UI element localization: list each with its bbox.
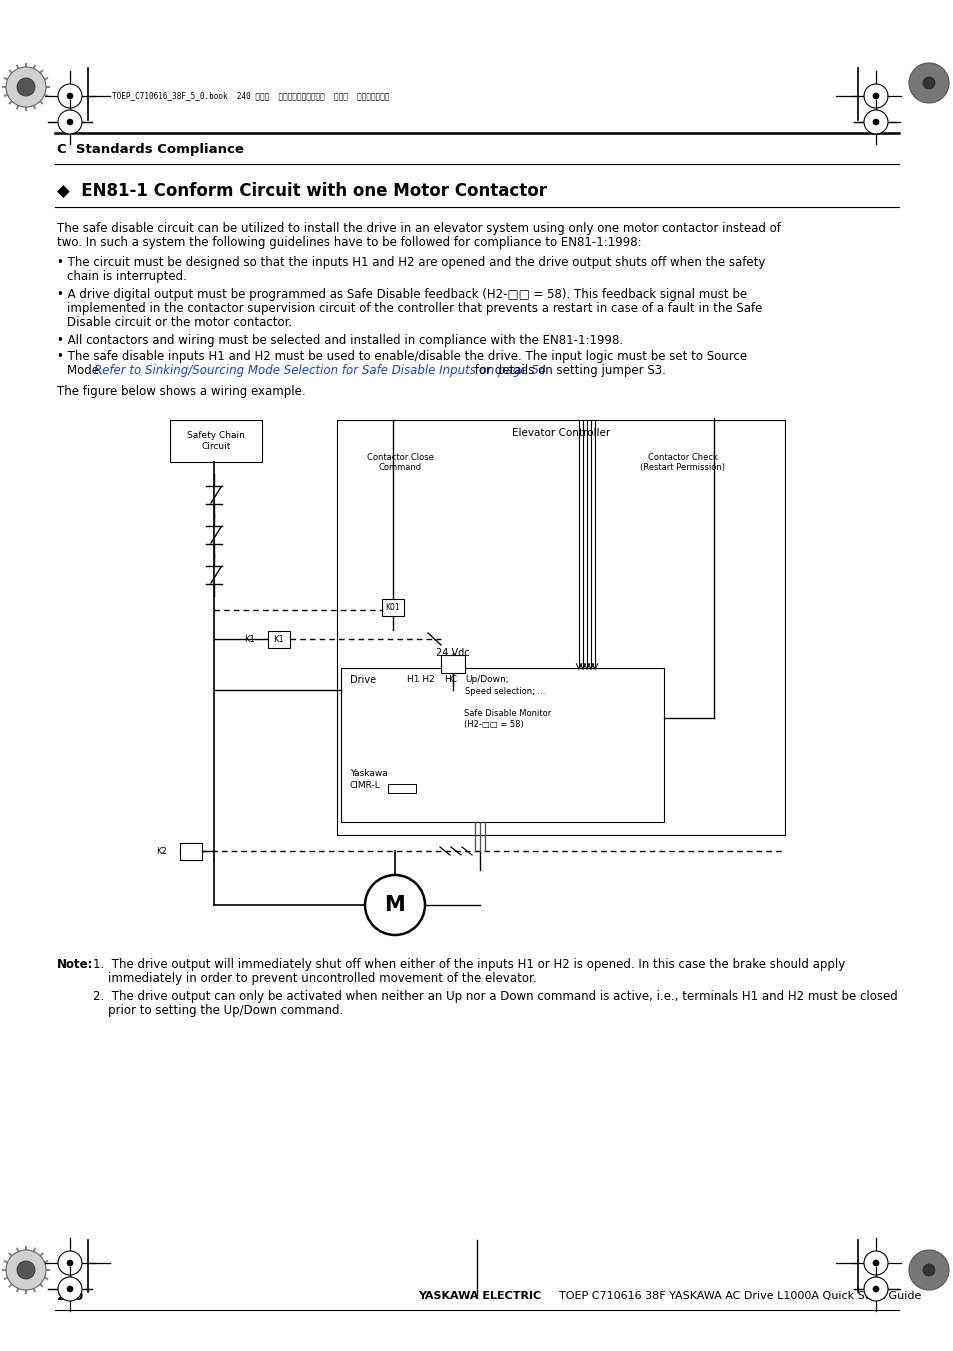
Text: Contactor Check
(Restart Permission): Contactor Check (Restart Permission) [639,453,724,473]
Circle shape [58,1251,82,1275]
Text: Elevator Controller: Elevator Controller [512,428,610,438]
Text: 240: 240 [57,1289,83,1302]
Text: Refer to Sinking/Sourcing Mode Selection for Safe Disable Inputs on page 54: Refer to Sinking/Sourcing Mode Selection… [94,363,546,377]
Text: HC: HC [443,676,456,685]
Text: K01: K01 [385,603,400,612]
Text: K1: K1 [274,635,284,643]
Text: Speed selection; ...: Speed selection; ... [464,686,545,696]
Text: Safe Disable Monitor: Safe Disable Monitor [463,709,551,719]
Text: immediately in order to prevent uncontrolled movement of the elevator.: immediately in order to prevent uncontro… [108,971,536,985]
Text: ◆  EN81-1 Conform Circuit with one Motor Contactor: ◆ EN81-1 Conform Circuit with one Motor … [57,182,546,200]
Circle shape [6,1250,46,1290]
Text: K1: K1 [244,635,255,643]
Text: • A drive digital output must be programmed as Safe Disable feedback (H2-□□ = 58: • A drive digital output must be program… [57,288,746,301]
Circle shape [67,1286,73,1292]
Text: • The circuit must be designed so that the inputs H1 and H2 are opened and the d: • The circuit must be designed so that t… [57,255,764,269]
Circle shape [923,1265,934,1275]
Circle shape [6,68,46,107]
Text: Mode.: Mode. [67,363,107,377]
Circle shape [872,93,878,99]
Circle shape [923,77,934,89]
Bar [340,667,663,821]
Circle shape [67,93,73,99]
Text: The safe disable circuit can be utilized to install the drive in an elevator sys: The safe disable circuit can be utilized… [57,222,781,235]
Text: Disable circuit or the motor contactor.: Disable circuit or the motor contactor. [67,316,292,330]
Bar [440,655,464,673]
Text: two. In such a system the following guidelines have to be followed for complianc: two. In such a system the following guid… [57,236,641,249]
Text: chain is interrupted.: chain is interrupted. [67,270,187,282]
Text: M: M [384,894,405,915]
Circle shape [58,1277,82,1301]
Text: 24 Vdc: 24 Vdc [436,648,469,658]
Bar [268,631,290,648]
Bar [388,784,416,793]
Text: Drive: Drive [350,676,375,685]
Text: (H2-□□ = 58): (H2-□□ = 58) [463,720,523,730]
Circle shape [863,1251,887,1275]
Circle shape [58,84,82,108]
Bar [170,420,262,462]
Circle shape [17,1260,35,1279]
Text: H1 H2: H1 H2 [407,676,435,685]
Text: Safety Chain
Circuit: Safety Chain Circuit [187,431,245,451]
Circle shape [872,1260,878,1266]
Text: 2.  The drive output can only be activated when neither an Up nor a Down command: 2. The drive output can only be activate… [92,990,897,1002]
Text: YASKAWA ELECTRIC: YASKAWA ELECTRIC [418,1292,541,1301]
Text: CIMR-L: CIMR-L [350,781,380,790]
Bar [381,598,403,616]
Bar [336,420,784,835]
Circle shape [863,109,887,134]
Circle shape [872,119,878,126]
Text: • All contactors and wiring must be selected and installed in compliance with th: • All contactors and wiring must be sele… [57,334,622,347]
Text: prior to setting the Up/Down command.: prior to setting the Up/Down command. [108,1004,343,1017]
Text: Up/Down;: Up/Down; [464,676,508,685]
Text: Note:: Note: [57,958,93,971]
Text: for details on setting jumper S3.: for details on setting jumper S3. [471,363,665,377]
Text: The figure below shows a wiring example.: The figure below shows a wiring example. [57,385,305,399]
Text: TOEP C710616 38F YASKAWA AC Drive L1000A Quick Start Guide: TOEP C710616 38F YASKAWA AC Drive L1000A… [552,1292,921,1301]
Text: C  Standards Compliance: C Standards Compliance [57,142,244,155]
Circle shape [67,119,73,126]
Circle shape [863,1277,887,1301]
Text: Yaskawa: Yaskawa [350,769,387,777]
Bar [180,843,202,861]
Text: TOEP_C710616_38F_5_0.book  240 ページ  ２０１３年１２月４日  水曜日  午前９時５６分: TOEP_C710616_38F_5_0.book 240 ページ ２０１３年１… [112,92,389,100]
Circle shape [17,78,35,96]
Text: K2: K2 [156,847,167,855]
Text: • The safe disable inputs H1 and H2 must be used to enable/disable the drive. Th: • The safe disable inputs H1 and H2 must… [57,350,746,363]
Text: Contactor Close
Command: Contactor Close Command [366,453,433,473]
Circle shape [863,84,887,108]
Text: 1.  The drive output will immediately shut off when either of the inputs H1 or H: 1. The drive output will immediately shu… [92,958,844,971]
Circle shape [908,1250,948,1290]
Text: implemented in the contactor supervision circuit of the controller that prevents: implemented in the contactor supervision… [67,303,761,315]
Circle shape [58,109,82,134]
Circle shape [908,63,948,103]
Circle shape [872,1286,878,1292]
Circle shape [67,1260,73,1266]
